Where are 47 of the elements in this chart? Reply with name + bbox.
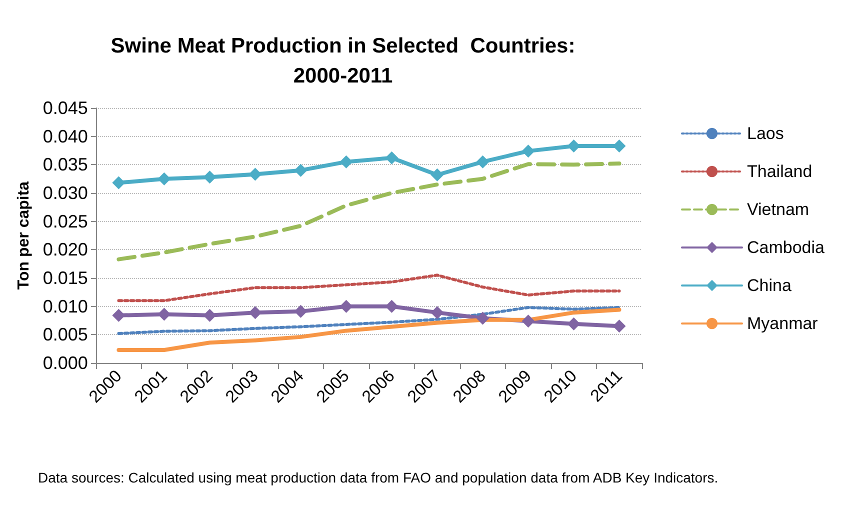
point (112, 308, 126, 322)
point (385, 151, 398, 164)
point (294, 164, 308, 177)
point (248, 168, 262, 181)
line-series (116, 162, 622, 262)
y-tick-label: 0.010 (42, 296, 88, 316)
point (158, 308, 171, 321)
point (430, 306, 444, 320)
legend-label: Thailand (747, 162, 812, 181)
y-tick-label: 0.030 (42, 183, 88, 203)
legend-label: Vietnam (747, 200, 810, 219)
point (385, 300, 398, 313)
point (248, 306, 262, 320)
y-axis-title: Ton per capita (16, 181, 32, 290)
y-tick-label: 0.015 (42, 268, 88, 288)
line-series (116, 308, 622, 352)
point (340, 300, 353, 313)
legend-label: Myanmar (747, 314, 818, 333)
legend-label: China (747, 276, 792, 295)
y-tick-label: 0.040 (42, 126, 88, 146)
point (522, 144, 535, 158)
point (294, 304, 308, 318)
y-tick-label: 0.025 (42, 211, 88, 232)
point (112, 176, 126, 190)
point (476, 155, 490, 168)
y-tick-label: 0.020 (42, 240, 88, 260)
point (567, 317, 580, 330)
text: Data sources: Calculated using meat production data from FAO and population data from ADB Key Indicators. (38, 470, 718, 486)
legend-label: Laos (747, 124, 784, 143)
legend-label: Cambodia (747, 238, 826, 257)
point (567, 139, 580, 152)
y-tick-label: 0.000 (42, 353, 88, 373)
y-tick-label: 0.045 (42, 98, 88, 118)
point (612, 320, 626, 333)
line-series (117, 274, 621, 302)
y-tick-label: 0.035 (42, 154, 88, 175)
point (476, 312, 490, 325)
point (612, 139, 626, 152)
y-tick-label: 0.005 (42, 324, 88, 345)
point (158, 172, 171, 186)
point (430, 168, 444, 182)
point (522, 314, 535, 328)
chart-title: Swine Meat Production in Selected Countries: 2000-2011 (110, 34, 576, 88)
point (340, 155, 353, 168)
point (203, 170, 216, 184)
line-series (117, 306, 621, 336)
point (203, 308, 216, 322)
